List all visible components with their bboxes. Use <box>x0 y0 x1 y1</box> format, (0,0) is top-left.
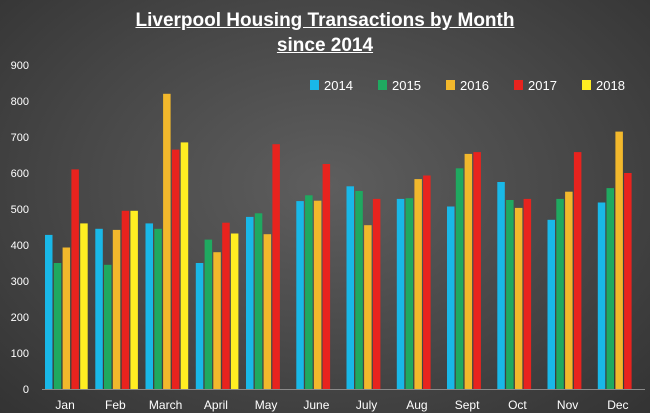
x-tick-label: Jan <box>55 398 74 412</box>
bar-2016-jan <box>62 247 71 389</box>
x-tick-label: Oct <box>508 398 527 412</box>
bar-2018-april <box>230 233 239 389</box>
x-axis: Jan Feb March April May June July Aug Sept Oct Nov… <box>42 389 645 412</box>
x-tick-label: March <box>149 398 182 412</box>
bar-2015-oct <box>506 200 514 389</box>
bar-2016-july <box>364 225 372 389</box>
bar-2015-may <box>254 213 263 389</box>
bar-2014-jan <box>45 234 53 389</box>
legend: 2014 2015 2016 2017 2018 <box>310 78 625 93</box>
bar-2015-dec <box>606 188 614 389</box>
bar-2016-dec <box>615 131 623 389</box>
bar-2015-nov <box>556 198 564 389</box>
bar-2016-oct <box>514 207 523 389</box>
bars <box>45 93 632 390</box>
y-tick-label: 900 <box>11 60 29 72</box>
bar-2014-feb <box>95 228 103 389</box>
chart-title-line-2: since 2014 <box>276 35 374 56</box>
bar-2015-sept <box>455 168 464 389</box>
x-tick-label: July <box>356 398 377 412</box>
bar-2015-aug <box>405 198 414 389</box>
legend-swatch <box>514 80 523 90</box>
bar-2015-june <box>305 195 313 389</box>
bar-2015-april <box>204 239 213 389</box>
bar-2017-oct <box>523 198 532 389</box>
legend-swatch <box>446 80 455 90</box>
y-tick-label: 400 <box>11 240 29 252</box>
y-tick-label: 600 <box>11 168 29 180</box>
y-tick-label: 100 <box>11 348 29 360</box>
x-tick-label: Aug <box>406 398 427 412</box>
bar-2017-feb <box>121 210 130 389</box>
y-tick-label: 800 <box>11 96 29 108</box>
bar-2014-sept <box>447 206 455 389</box>
x-tick-label: Dec <box>607 398 628 412</box>
x-tick-label: Sept <box>455 398 480 412</box>
bar-2016-april <box>213 252 221 389</box>
bar-2016-may <box>263 234 272 389</box>
bar-2016-sept <box>464 153 473 389</box>
x-tick-label: April <box>204 398 228 412</box>
bar-2014-may <box>246 216 254 389</box>
bar-2017-june <box>322 164 331 389</box>
bar-2015-march <box>154 228 162 389</box>
legend-swatch <box>582 80 591 90</box>
bar-2014-april <box>195 263 204 389</box>
bar-2017-jan <box>71 169 79 389</box>
bar-2014-nov <box>547 219 555 389</box>
bar-2017-sept <box>473 152 481 389</box>
legend-label: 2016 <box>460 78 489 93</box>
legend-swatch <box>378 80 387 90</box>
bar-2014-march <box>145 223 153 389</box>
bar-2017-april <box>222 222 230 389</box>
x-tick-label: Nov <box>557 398 578 412</box>
bar-2015-jan <box>53 263 62 389</box>
bar-2017-may <box>272 144 280 389</box>
y-tick-label: 0 <box>23 384 29 396</box>
y-axis: 0 100 200 300 400 500 600 700 800 900 <box>11 60 29 396</box>
bar-2014-july <box>346 186 354 389</box>
bar-2017-nov <box>573 152 582 389</box>
y-tick-label: 200 <box>11 312 29 324</box>
bar-2014-dec <box>597 202 606 389</box>
legend-label: 2014 <box>324 78 353 93</box>
legend-swatch <box>310 80 319 90</box>
x-tick-label: June <box>303 398 329 412</box>
bar-2016-march <box>163 93 171 390</box>
legend-label: 2017 <box>528 78 557 93</box>
bar-2018-feb <box>130 210 138 389</box>
bar-2014-june <box>296 201 304 389</box>
bar-2016-nov <box>565 191 573 389</box>
bar-2017-dec <box>624 173 632 389</box>
chart-title-line-1: Liverpool Housing Transactions by Month <box>135 10 515 31</box>
y-tick-label: 300 <box>11 276 29 288</box>
bar-2016-june <box>313 200 322 389</box>
bar-2016-feb <box>112 229 121 389</box>
bar-2018-jan <box>80 223 88 389</box>
bar-2017-july <box>372 198 381 389</box>
bar-2016-aug <box>414 179 422 389</box>
bar-2017-aug <box>423 175 431 389</box>
legend-label: 2018 <box>596 78 625 93</box>
bar-2017-march <box>171 149 180 389</box>
chart-title: Liverpool Housing Transactions by Month … <box>0 8 650 58</box>
bar-2018-march <box>180 142 189 389</box>
bar-2015-july <box>355 191 363 389</box>
x-tick-label: May <box>255 398 278 412</box>
bar-2015-feb <box>104 264 112 389</box>
legend-label: 2015 <box>392 78 421 93</box>
y-tick-label: 500 <box>11 204 29 216</box>
bar-2014-oct <box>497 182 505 389</box>
x-tick-label: Feb <box>105 398 126 412</box>
y-tick-label: 700 <box>11 132 29 144</box>
bar-2014-aug <box>396 198 405 389</box>
